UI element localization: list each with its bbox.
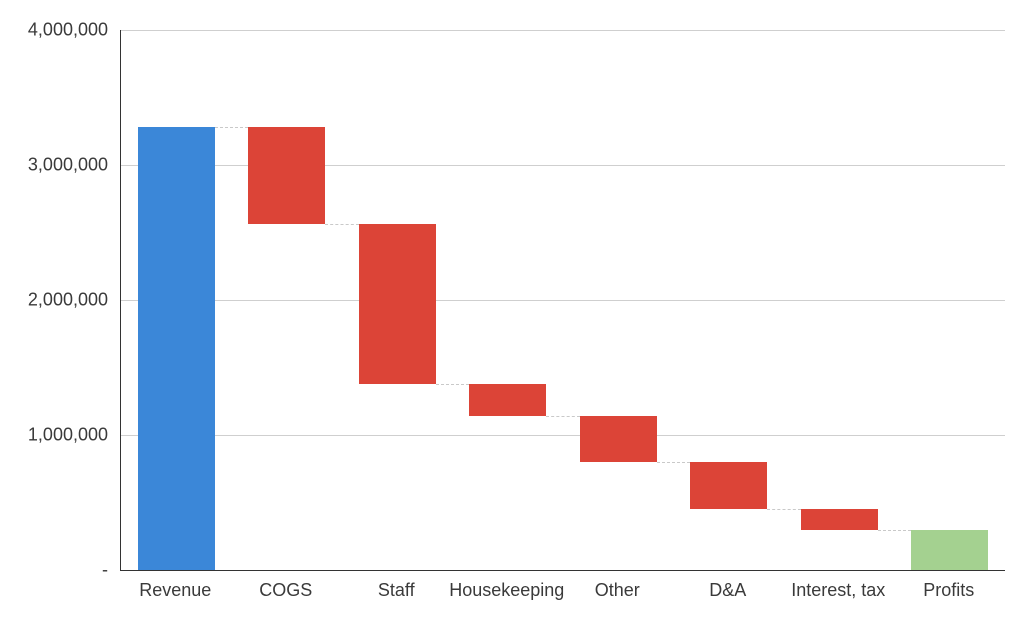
connector-line	[436, 384, 469, 385]
connector-line	[325, 224, 358, 225]
gridline	[121, 300, 1005, 301]
waterfall-chart: - 1,000,000 2,000,000 3,000,000 4,000,000 Re…	[0, 0, 1024, 633]
gridline	[121, 435, 1005, 436]
waterfall-bar	[911, 530, 988, 571]
x-tick-label: Interest, tax	[791, 580, 885, 601]
x-tick-label: Housekeeping	[449, 580, 564, 601]
gridline	[121, 30, 1005, 31]
y-tick-label: -	[0, 560, 108, 581]
waterfall-bar	[359, 224, 436, 383]
x-tick-label: Profits	[923, 580, 974, 601]
x-tick-label: Staff	[378, 580, 415, 601]
y-tick-label: 1,000,000	[0, 425, 108, 446]
y-tick-label: 3,000,000	[0, 155, 108, 176]
x-tick-label: D&A	[709, 580, 746, 601]
waterfall-bar	[690, 462, 767, 509]
waterfall-bar	[580, 416, 657, 462]
connector-line	[878, 530, 911, 531]
waterfall-bar	[248, 127, 325, 224]
waterfall-bar	[138, 127, 215, 570]
x-tick-label: COGS	[259, 580, 312, 601]
connector-line	[767, 509, 800, 510]
x-tick-label: Revenue	[139, 580, 211, 601]
x-tick-label: Other	[595, 580, 640, 601]
plot-area	[120, 30, 1005, 571]
waterfall-bar	[801, 509, 878, 529]
connector-line	[546, 416, 579, 417]
y-axis-labels: -1,000,0002,000,0003,000,0004,000,000	[0, 30, 108, 570]
connector-line	[657, 462, 690, 463]
waterfall-bar	[469, 384, 546, 416]
connector-line	[215, 127, 248, 128]
x-axis-labels: Revenue COGS Staff Housekeeping Other D&A Inte…	[120, 580, 1004, 620]
y-tick-label: 2,000,000	[0, 290, 108, 311]
y-tick-label: 4,000,000	[0, 20, 108, 41]
